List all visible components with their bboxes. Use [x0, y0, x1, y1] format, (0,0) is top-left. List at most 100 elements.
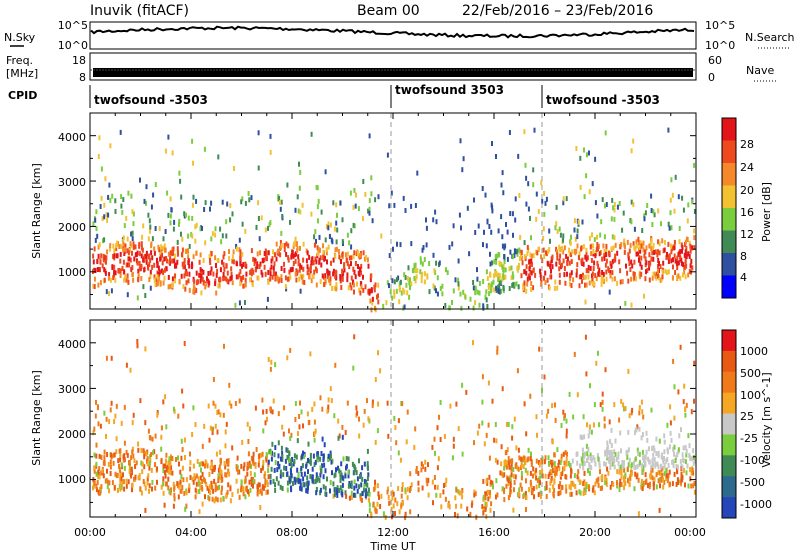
echo-cell [689, 476, 692, 482]
echo-cell [404, 511, 407, 517]
echo-cell [474, 300, 477, 306]
echo-cell [651, 457, 654, 463]
echo-cell [694, 458, 696, 464]
echo-cell [352, 204, 355, 210]
echo-cell [144, 293, 147, 298]
echo-cell [192, 284, 195, 290]
echo-cell [120, 485, 123, 491]
echo-cell [120, 462, 123, 468]
echo-cell [432, 252, 435, 258]
echo-cell [562, 200, 565, 206]
echo-cell [489, 507, 492, 513]
echo-cell [336, 227, 339, 233]
echo-cell [623, 238, 626, 244]
echo-cell [482, 303, 485, 309]
echo-cell [299, 288, 302, 294]
echo-cell [433, 436, 436, 442]
echo-cell [623, 460, 625, 466]
echo-cell [616, 204, 619, 210]
echo-cell [683, 252, 686, 258]
echo-cell [123, 440, 126, 446]
echo-cell [167, 274, 170, 280]
echo-cell [693, 162, 696, 168]
echo-cell [117, 458, 120, 464]
echo-cell [562, 249, 565, 255]
echo-cell [201, 268, 203, 274]
echo-cell [92, 221, 95, 227]
echo-cell [122, 454, 125, 460]
echo-cell [162, 463, 165, 469]
cpid-segment-1: twofsound -3503 [94, 93, 208, 107]
echo-cell [530, 461, 533, 467]
echo-cell [346, 251, 349, 257]
echo-cell [277, 248, 279, 254]
echo-cell [675, 260, 678, 266]
echo-cell [370, 191, 373, 197]
echo-cell [517, 447, 520, 453]
echo-cell [547, 261, 550, 267]
echo-cell [609, 438, 612, 444]
echo-cell [653, 212, 656, 218]
echo-cell [156, 274, 159, 280]
echo-cell [361, 476, 364, 482]
echo-cell [692, 460, 695, 466]
echo-cell [336, 488, 339, 494]
echo-cell [631, 263, 634, 269]
echo-cell [217, 283, 220, 289]
echo-cell [501, 486, 504, 492]
echo-cell [543, 459, 546, 465]
echo-cell [682, 467, 685, 473]
echo-cell [693, 245, 696, 251]
echo-cell [321, 436, 324, 442]
echo-cell [225, 493, 228, 499]
echo-cell [290, 473, 293, 479]
echo-cell [288, 461, 291, 466]
echo-cell [585, 484, 588, 489]
echo-cell [349, 190, 352, 196]
echo-cell [582, 490, 585, 496]
echo-cell [119, 451, 122, 457]
echo-cell [131, 230, 134, 236]
echo-cell [449, 403, 452, 409]
echo-cell [338, 468, 341, 474]
echo-cell [310, 259, 313, 265]
echo-cell [208, 488, 210, 494]
echo-cell [581, 457, 583, 463]
echo-cell [545, 250, 547, 256]
echo-cell [180, 474, 183, 480]
echo-cell [241, 439, 244, 445]
echo-cell [313, 419, 316, 425]
echo-cell [211, 485, 214, 491]
echo-cell [393, 279, 396, 285]
echo-cell [520, 471, 523, 476]
echo-cell [525, 288, 528, 294]
echo-cell [492, 484, 494, 490]
echo-cell [296, 467, 299, 473]
echo-cell [362, 274, 364, 280]
echo-cell [633, 464, 636, 470]
echo-cell [171, 470, 174, 476]
echo-cell [390, 506, 393, 512]
echo-cell [476, 267, 478, 273]
echo-cell [533, 127, 536, 133]
echo-cell [627, 447, 630, 453]
echo-cell [665, 473, 668, 479]
echo-cell [623, 467, 626, 473]
echo-cell [377, 401, 380, 407]
echo-cell [606, 444, 609, 450]
echo-cell [173, 486, 176, 492]
echo-cell [621, 279, 624, 285]
echo-cell [512, 274, 515, 280]
echo-cell [652, 271, 655, 277]
echo-cell [500, 182, 503, 188]
echo-cell [272, 270, 275, 276]
echo-cell [600, 281, 603, 287]
echo-cell [201, 276, 204, 282]
echo-cell [269, 366, 272, 372]
echo-cell [379, 503, 382, 509]
echo-cell [388, 203, 391, 209]
echo-cell [109, 246, 111, 252]
echo-cell [115, 449, 118, 455]
echo-cell [622, 210, 625, 216]
echo-cell [680, 479, 682, 485]
